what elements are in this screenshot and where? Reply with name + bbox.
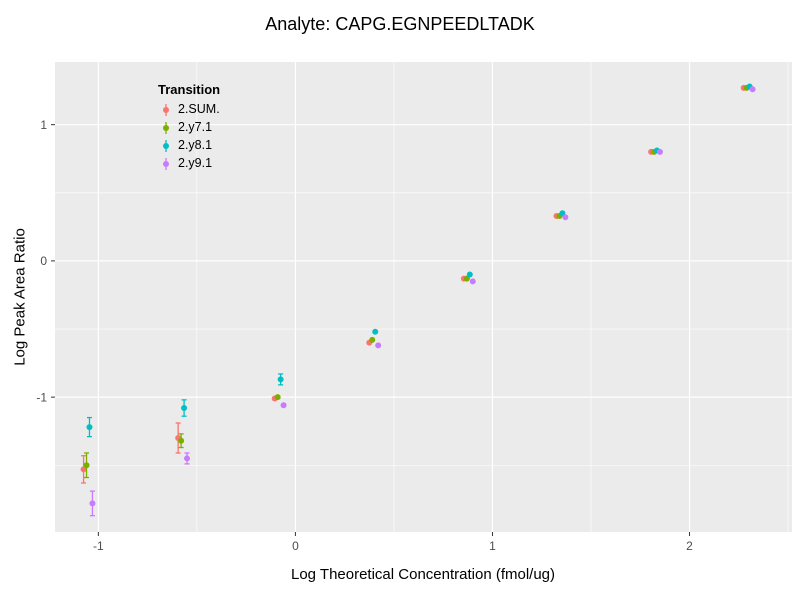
data-point [656,148,663,155]
legend-item-label: 2.y7.1 [178,120,213,135]
data-point [562,214,569,221]
data-point [178,437,185,444]
legend-rows: 2.SUM. 2.y7.1 2.y8.1 2.y9.1 [158,101,220,173]
data-marks [80,83,756,517]
data-point [89,500,96,507]
data-point [749,86,756,93]
legend-item-label: 2.y9.1 [178,156,213,171]
legend-item: 2.y9.1 [158,155,220,173]
data-point [86,424,93,431]
data-point [181,405,188,412]
data-point [466,271,473,278]
plot-panel [55,62,792,532]
x-tick-label: 2 [686,539,693,553]
x-axis-label: Log Theoretical Concentration (fmol/ug) [290,566,556,583]
data-point [469,278,476,285]
data-point [375,342,382,349]
y-tick-label: 1 [40,118,47,132]
legend-item-label: 2.y8.1 [178,138,213,153]
data-point [372,328,379,335]
panel-background [55,62,792,532]
legend-key-icon [163,104,169,117]
data-point [277,376,284,383]
axis-ticks: -1 0 1 2 -1 0 1 [36,118,693,553]
legend-key-icon [163,122,169,135]
data-point [274,394,281,401]
data-point [83,462,90,469]
data-point [369,336,376,343]
minor-gridlines [55,62,792,532]
data-point [280,402,287,409]
legend-key-icon [163,158,169,171]
legend: Transition 2.SUM. 2.y7.1 2.y8.1 2.y9.1 [158,82,220,173]
y-tick-label: 0 [40,254,47,268]
legend-item: 2.y8.1 [158,137,220,155]
major-gridlines [55,62,792,532]
legend-item-label: 2.SUM. [178,102,220,117]
chart-title: Analyte: CAPG.EGNPEEDLTADK [265,14,535,34]
legend-item: 2.SUM. [158,101,220,119]
x-tick-label: -1 [93,539,104,553]
x-tick-label: 0 [292,539,299,553]
legend-key-icon [163,140,169,153]
x-tick-label: 1 [489,539,496,553]
y-tick-label: -1 [36,390,47,404]
legend-title: Transition [158,82,221,97]
legend-item: 2.y7.1 [158,119,220,137]
data-point [184,455,191,462]
